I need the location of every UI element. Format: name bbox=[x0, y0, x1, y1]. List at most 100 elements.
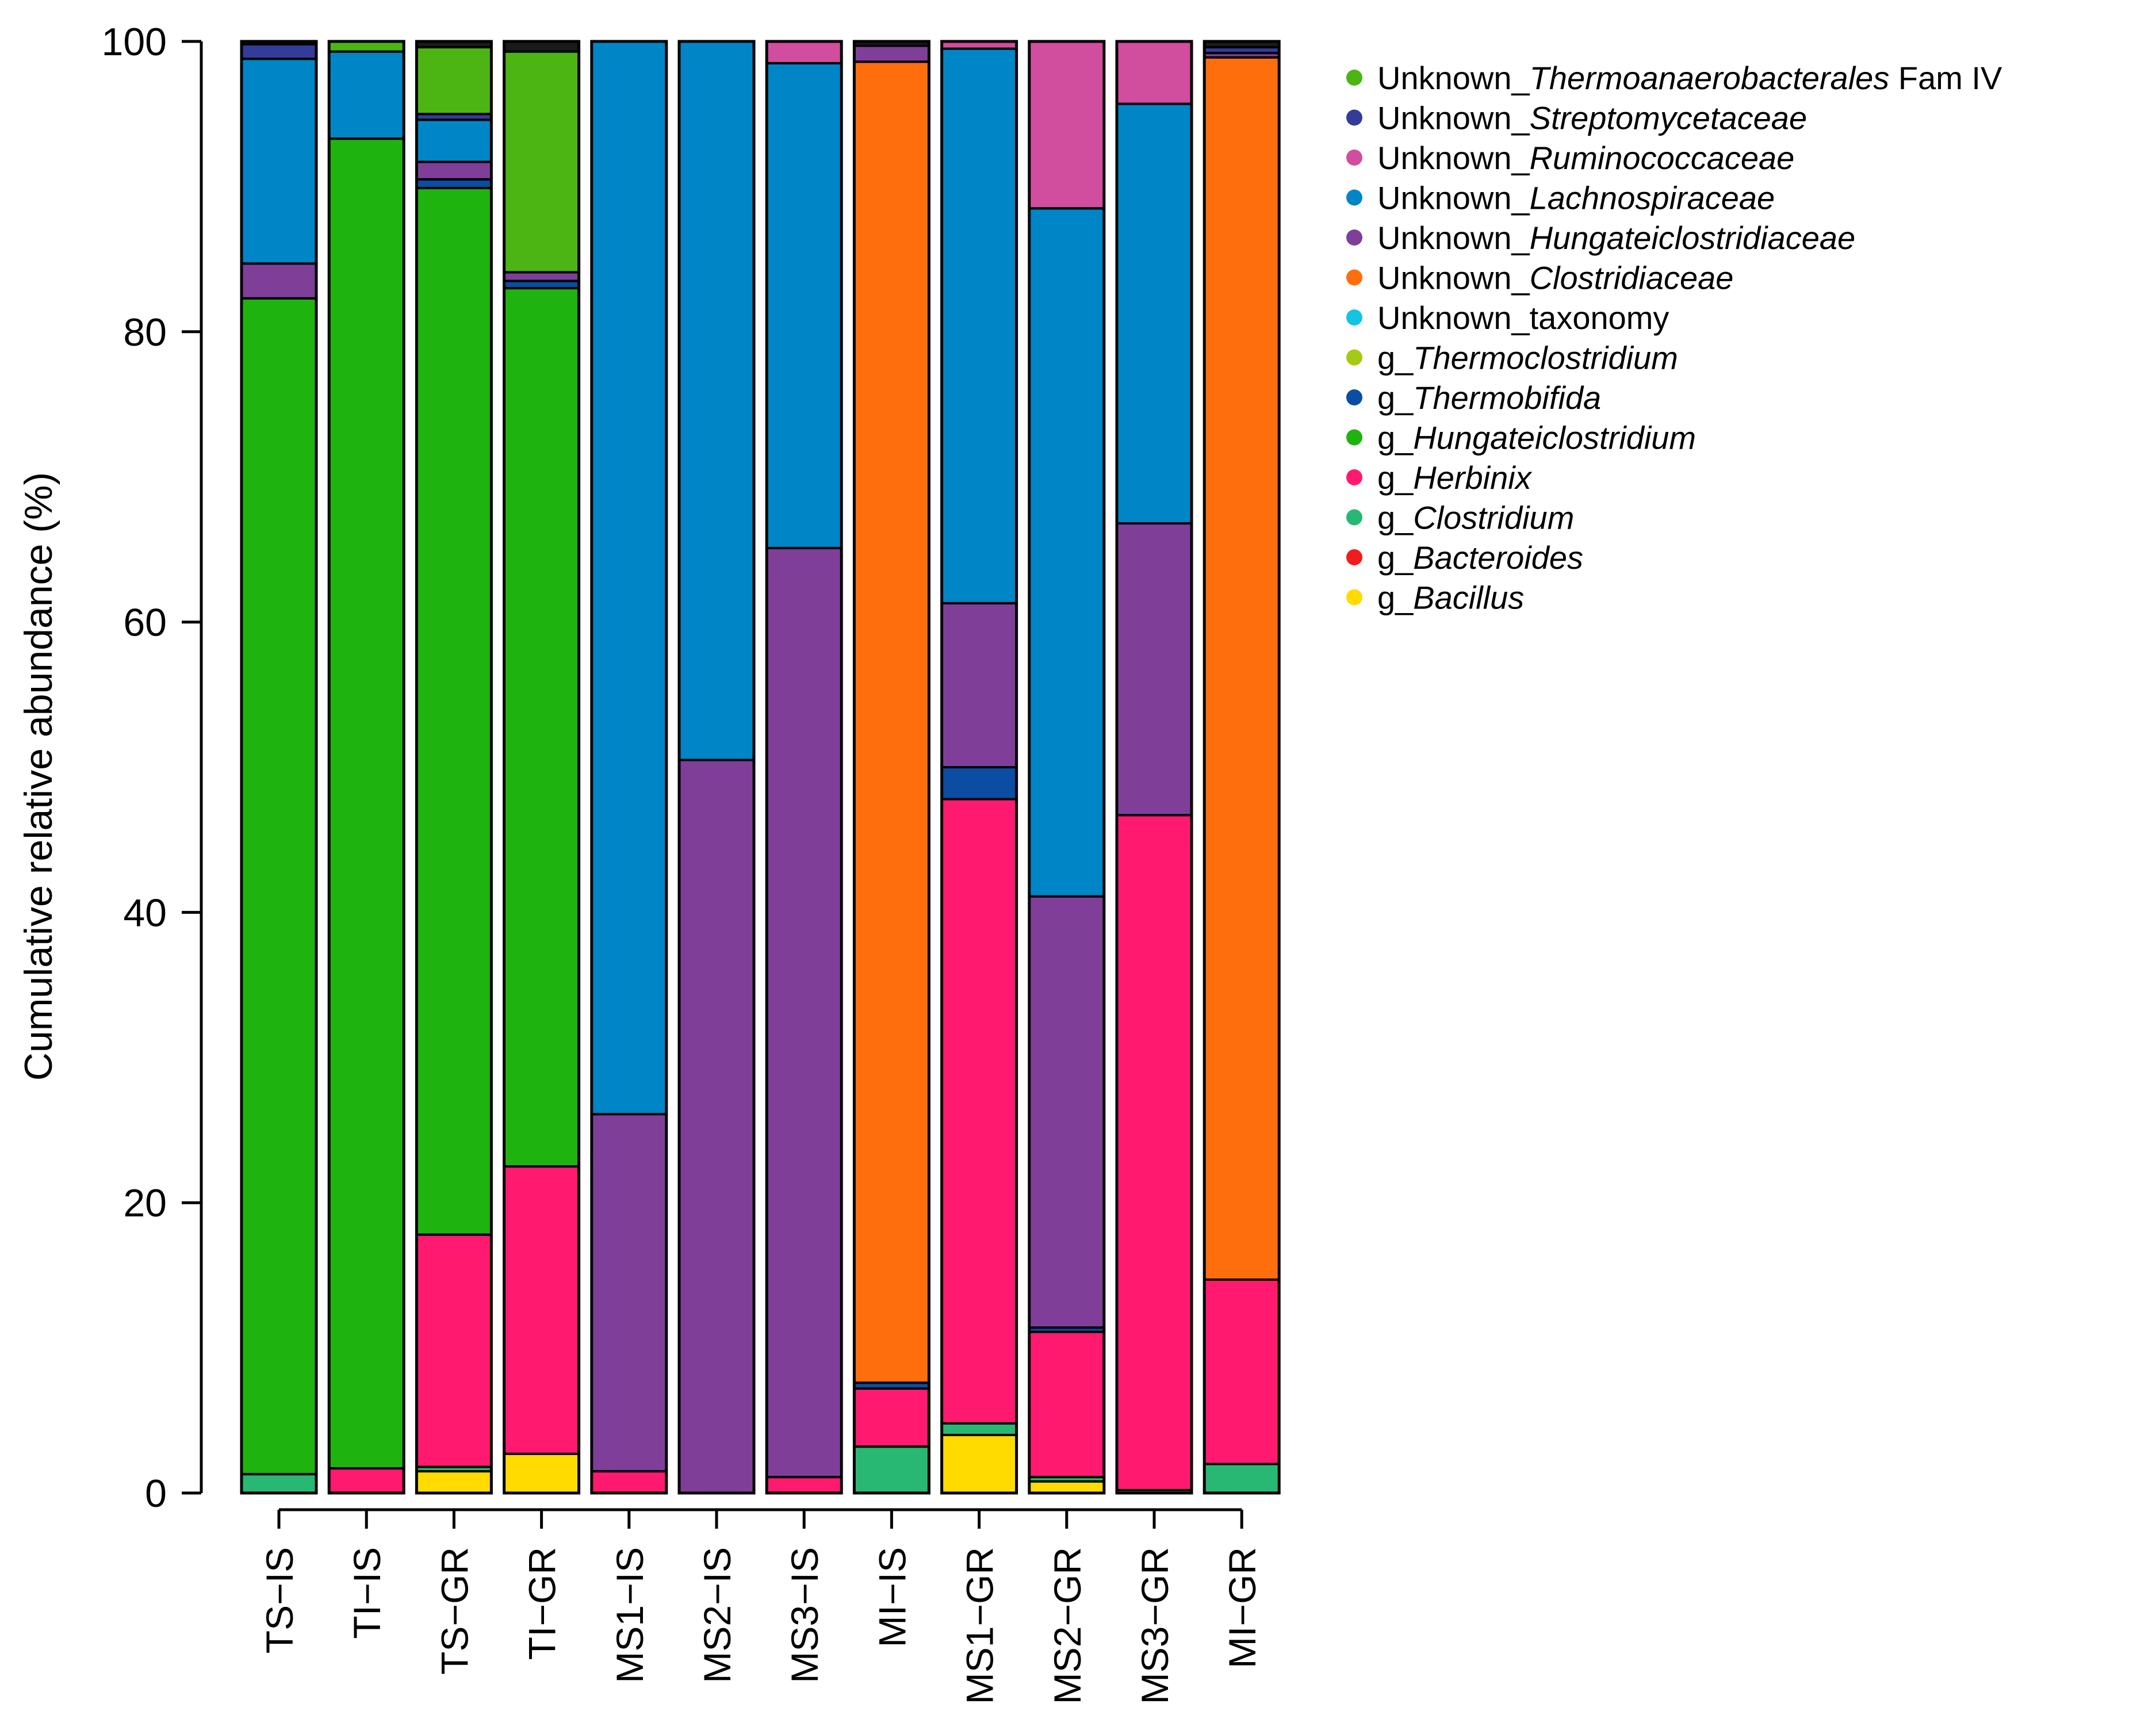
bar-segment bbox=[678, 40, 755, 761]
x-axis: TS−IS TI−IS TS−GR TI−GR MS1−IS MS2−IS MS3−IS MI… bbox=[258, 1508, 1263, 1704]
legend-suffix: Fam IV bbox=[1889, 60, 2002, 96]
legend-label: g_Thermoclostridium bbox=[1377, 340, 1678, 376]
legend-prefix: g_ bbox=[1377, 539, 1414, 576]
bar-stack-6 bbox=[765, 40, 843, 1495]
bar-stack-8 bbox=[940, 40, 1018, 1495]
bar-segment bbox=[240, 1473, 317, 1494]
x-tick-label: TI−GR bbox=[521, 1547, 564, 1660]
bar-outline bbox=[765, 40, 843, 1495]
legend-prefix: Unknown_ bbox=[1377, 180, 1530, 216]
bar-outline bbox=[940, 40, 1018, 1495]
legend-item: g_Hungateiclostridium bbox=[1346, 420, 1696, 456]
bar-outline bbox=[590, 40, 668, 1495]
bar-segment bbox=[503, 1165, 580, 1455]
y-tick-label: 20 bbox=[123, 1181, 167, 1225]
legend-prefix: Unknown_ bbox=[1377, 140, 1530, 176]
bar-segment bbox=[1028, 1330, 1105, 1479]
bar-segment bbox=[853, 60, 930, 1384]
bar-outline bbox=[240, 40, 318, 1495]
bar-stack-5 bbox=[677, 40, 756, 1495]
y-tick-label: 40 bbox=[123, 891, 167, 935]
bar-segment bbox=[415, 178, 493, 189]
bar-segment bbox=[328, 1467, 405, 1495]
bar-stack-2 bbox=[415, 40, 493, 1495]
legend-taxon: taxonomy bbox=[1530, 300, 1669, 336]
legend-label: Unknown_taxonomy bbox=[1377, 300, 1669, 336]
legend-marker bbox=[1346, 229, 1362, 246]
bar-segment bbox=[415, 186, 493, 1236]
legend-marker bbox=[1346, 70, 1362, 86]
legend-label: Unknown_Streptomycetaceae bbox=[1377, 100, 1807, 136]
bar-segment bbox=[1116, 522, 1193, 817]
bar-segment bbox=[240, 297, 317, 1476]
legend-label: g_Thermobifida bbox=[1377, 380, 1601, 416]
y-tick-label: 100 bbox=[102, 20, 167, 64]
bar-segment bbox=[765, 1476, 843, 1495]
x-tick-label: MS1−GR bbox=[959, 1547, 1001, 1704]
legend-taxon: Thermobifida bbox=[1413, 380, 1601, 416]
x-tick-label: TI−IS bbox=[346, 1547, 388, 1639]
bar-segment bbox=[1028, 895, 1105, 1329]
bar-segment bbox=[1203, 1463, 1281, 1495]
legend-taxon: Clostridiaceae bbox=[1530, 260, 1734, 296]
legend-taxon: Thermoanaerobacterales bbox=[1530, 60, 1890, 96]
legend-label: Unknown_Ruminococcaceae bbox=[1377, 140, 1794, 176]
legend-taxon: Ruminococcaceae bbox=[1530, 140, 1795, 176]
legend-prefix: g_ bbox=[1377, 580, 1414, 616]
bar-segment bbox=[240, 262, 317, 300]
bar-segment bbox=[765, 40, 843, 64]
legend-prefix: Unknown_ bbox=[1377, 220, 1530, 256]
bar-segment bbox=[853, 1387, 930, 1448]
y-axis-title: Cumulative relative abundance (%) bbox=[17, 472, 60, 1081]
legend-taxon: Bacillus bbox=[1413, 580, 1524, 616]
legend-item: g_Clostridium bbox=[1346, 500, 1574, 536]
legend-marker bbox=[1346, 150, 1362, 166]
bar-outline bbox=[1203, 40, 1281, 1495]
bar-outline bbox=[677, 40, 756, 1495]
y-tick-label: 80 bbox=[123, 311, 167, 354]
x-tick-label: MI−GR bbox=[1221, 1547, 1263, 1668]
bar-segment bbox=[765, 546, 843, 1479]
legend-marker bbox=[1346, 309, 1362, 326]
legend-marker bbox=[1346, 469, 1362, 485]
legend-marker bbox=[1346, 269, 1362, 286]
bar-segment bbox=[415, 118, 493, 163]
bar-outline bbox=[327, 40, 405, 1495]
legend-marker bbox=[1346, 189, 1362, 206]
legend-prefix: Unknown_ bbox=[1377, 300, 1530, 336]
bar-outline bbox=[1115, 40, 1193, 1495]
y-axis: 0 20 40 60 80 100 bbox=[102, 20, 203, 1515]
legend-taxon: Bacteroides bbox=[1413, 539, 1583, 576]
x-tick-label: MS3−IS bbox=[783, 1547, 826, 1683]
bar-outline bbox=[852, 40, 930, 1495]
legend-item: g_Herbinix bbox=[1346, 460, 1533, 496]
legend-label: g_Clostridium bbox=[1377, 500, 1574, 536]
legend-prefix: Unknown_ bbox=[1377, 100, 1530, 136]
legend-prefix: g_ bbox=[1377, 380, 1414, 416]
bar-segment bbox=[853, 44, 930, 63]
bar-segment bbox=[940, 1422, 1018, 1437]
bar-segment bbox=[1028, 207, 1105, 898]
legend-item: Unknown_Streptomycetaceae bbox=[1346, 100, 1807, 136]
bar-stack-7 bbox=[852, 40, 930, 1495]
legend-taxon: Thermoclostridium bbox=[1413, 340, 1678, 376]
bar-segment bbox=[415, 46, 493, 116]
x-tick-label: TS−IS bbox=[258, 1547, 301, 1653]
bar-outline bbox=[415, 40, 493, 1495]
bar-segment bbox=[503, 40, 580, 53]
legend-label: g_Bacteroides bbox=[1377, 539, 1583, 576]
bar-segment bbox=[1028, 1480, 1105, 1495]
legend-label: g_Bacillus bbox=[1377, 580, 1524, 616]
bar-segment bbox=[590, 1113, 668, 1473]
legend-prefix: g_ bbox=[1377, 500, 1414, 536]
legend-prefix: g_ bbox=[1377, 460, 1414, 496]
legend-label: Unknown_Thermoanaerobacterales Fam IV bbox=[1377, 60, 2002, 96]
bar-stack-11 bbox=[1203, 40, 1281, 1495]
bar-segment bbox=[678, 759, 755, 1494]
bar-segment bbox=[1028, 40, 1105, 210]
bar-stack-3 bbox=[503, 40, 581, 1495]
bar-segment bbox=[590, 1470, 668, 1494]
y-tick-label: 0 bbox=[145, 1472, 167, 1515]
bar-segment bbox=[940, 798, 1018, 1425]
